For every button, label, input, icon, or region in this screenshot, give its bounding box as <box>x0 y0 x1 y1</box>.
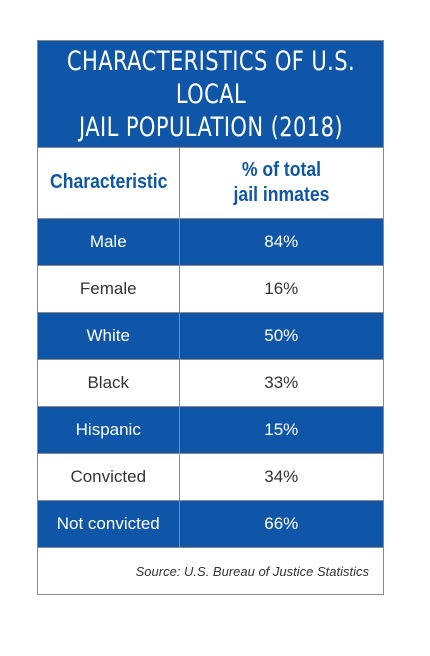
row-label: Convicted <box>38 453 180 501</box>
row-value: 15% <box>179 406 383 454</box>
row-value: 34% <box>179 453 383 501</box>
column-header-percent: % of total jail inmates <box>179 148 383 219</box>
table-row: Black 33% <box>38 359 383 407</box>
row-label: Male <box>38 218 180 266</box>
table-row: Male 84% <box>38 218 383 266</box>
row-value: 66% <box>179 500 383 548</box>
row-value: 50% <box>179 312 383 360</box>
table-row: Hispanic 15% <box>38 406 383 454</box>
row-label: Not convicted <box>38 500 180 548</box>
table-row: Not convicted 66% <box>38 500 383 548</box>
row-label: White <box>38 312 180 360</box>
table-row: White 50% <box>38 312 383 360</box>
table-card: CHARACTERISTICS OF U.S. LOCAL JAIL POPUL… <box>37 40 384 595</box>
source-note: Source: U.S. Bureau of Justice Statistic… <box>135 563 369 579</box>
header-row: Characteristic % of total jail inmates <box>38 148 383 219</box>
row-label: Hispanic <box>38 406 180 454</box>
row-value: 16% <box>179 265 383 313</box>
table-row: Female 16% <box>38 265 383 313</box>
title-bar: CHARACTERISTICS OF U.S. LOCAL JAIL POPUL… <box>38 41 383 148</box>
row-value: 84% <box>179 218 383 266</box>
chart-title: CHARACTERISTICS OF U.S. LOCAL JAIL POPUL… <box>66 45 355 143</box>
column-header-characteristic: Characteristic <box>38 148 180 219</box>
data-table: Characteristic % of total jail inmates M… <box>38 148 383 548</box>
row-label: Female <box>38 265 180 313</box>
row-value: 33% <box>179 359 383 407</box>
table-row: Convicted 34% <box>38 453 383 501</box>
row-label: Black <box>38 359 180 407</box>
